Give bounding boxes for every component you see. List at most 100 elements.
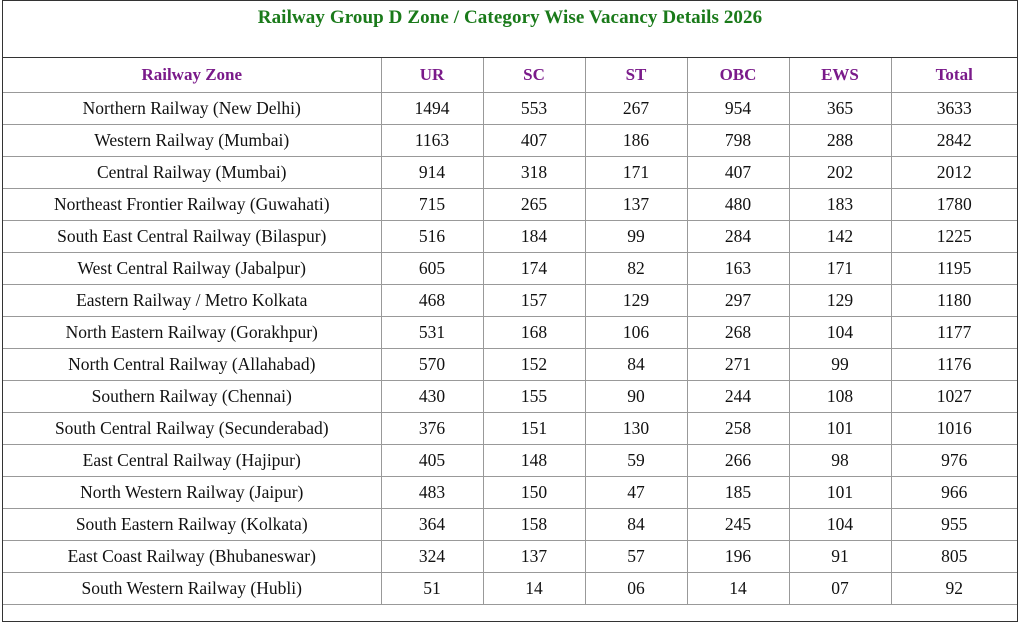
cell-ews: 365 [789,92,892,125]
cell-total: 2012 [891,156,1017,189]
header-obc: OBC [687,58,790,93]
table-row: South Western Railway (Hubli) 51 14 06 14 07 9… [3,572,1017,605]
cell-obc: 954 [687,92,790,125]
table-row: East Coast Railway (Bhubaneswar) 324 137 57… [3,540,1017,573]
cell-ur: 531 [381,316,484,349]
cell-ews: 104 [789,316,892,349]
cell-zone: Eastern Railway / Metro Kolkata [3,284,382,317]
cell-ur: 715 [381,188,484,221]
cell-ews: 98 [789,444,892,477]
cell-st: 47 [585,476,688,509]
cell-st: 106 [585,316,688,349]
cell-sc: 553 [483,92,586,125]
cell-total: 1027 [891,380,1017,413]
cell-sc: 265 [483,188,586,221]
cell-sc: 168 [483,316,586,349]
table-row: East Central Railway (Hajipur) 405 148 59 26… [3,444,1017,477]
cell-sc: 14 [483,572,586,605]
header-st: ST [585,58,688,93]
cell-zone: East Central Railway (Hajipur) [3,444,382,477]
table-row: Eastern Railway / Metro Kolkata 468 157 129… [3,284,1017,317]
table-row: North Central Railway (Allahabad) 570 152 8… [3,348,1017,381]
cell-ur: 324 [381,540,484,573]
cell-sc: 158 [483,508,586,541]
cell-total: 92 [891,572,1017,605]
table-row: West Central Railway (Jabalpur) 605 174 82 1… [3,252,1017,285]
cell-obc: 480 [687,188,790,221]
cell-obc: 297 [687,284,790,317]
cell-total: 1016 [891,412,1017,445]
cell-zone: South Western Railway (Hubli) [3,572,382,605]
cell-obc: 244 [687,380,790,413]
cell-ur: 364 [381,508,484,541]
cell-ews: 142 [789,220,892,253]
cell-ews: 108 [789,380,892,413]
cell-total: 1780 [891,188,1017,221]
cell-obc: 407 [687,156,790,189]
cell-ur: 483 [381,476,484,509]
cell-obc: 245 [687,508,790,541]
header-railway-zone: Railway Zone [3,58,382,93]
cell-zone: Central Railway (Mumbai) [3,156,382,189]
cell-ur: 570 [381,348,484,381]
cell-zone: North Western Railway (Jaipur) [3,476,382,509]
cell-st: 171 [585,156,688,189]
cell-ews: 104 [789,508,892,541]
cell-ur: 376 [381,412,484,445]
cell-total: 1225 [891,220,1017,253]
cell-sc: 184 [483,220,586,253]
cell-ur: 914 [381,156,484,189]
cell-total: 1180 [891,284,1017,317]
vacancy-table: Railway Zone UR SC ST OBC EWS Total Nort… [3,58,1017,605]
cell-obc: 14 [687,572,790,605]
cell-obc: 266 [687,444,790,477]
cell-obc: 196 [687,540,790,573]
table-row: Southern Railway (Chennai) 430 155 90 244 108… [3,380,1017,413]
cell-sc: 174 [483,252,586,285]
cell-zone: West Central Railway (Jabalpur) [3,252,382,285]
title-row: Railway Group D Zone / Category Wise Vac… [3,1,1017,58]
cell-sc: 155 [483,380,586,413]
table-row: Central Railway (Mumbai) 914 318 171 407 202 2… [3,156,1017,189]
cell-obc: 798 [687,124,790,157]
cell-obc: 271 [687,348,790,381]
cell-ews: 202 [789,156,892,189]
cell-ur: 1494 [381,92,484,125]
cell-total: 1177 [891,316,1017,349]
cell-zone: South East Central Railway (Bilaspur) [3,220,382,253]
cell-ews: 91 [789,540,892,573]
cell-sc: 318 [483,156,586,189]
cell-zone: South Central Railway (Secunderabad) [3,412,382,445]
table-row: North Eastern Railway (Gorakhpur) 531 168 1… [3,316,1017,349]
cell-st: 267 [585,92,688,125]
cell-ur: 405 [381,444,484,477]
cell-sc: 151 [483,412,586,445]
cell-sc: 148 [483,444,586,477]
cell-st: 129 [585,284,688,317]
cell-st: 90 [585,380,688,413]
cell-st: 130 [585,412,688,445]
cell-st: 59 [585,444,688,477]
cell-ews: 101 [789,476,892,509]
cell-total: 976 [891,444,1017,477]
header-ur: UR [381,58,484,93]
cell-zone: North Central Railway (Allahabad) [3,348,382,381]
cell-zone: Northeast Frontier Railway (Guwahati) [3,188,382,221]
table-row: South East Central Railway (Bilaspur) 516… [3,220,1017,253]
cell-obc: 284 [687,220,790,253]
cell-obc: 268 [687,316,790,349]
cell-total: 966 [891,476,1017,509]
cell-st: 57 [585,540,688,573]
cell-ews: 99 [789,348,892,381]
cell-total: 2842 [891,124,1017,157]
table-title: Railway Group D Zone / Category Wise Vac… [257,7,763,28]
cell-ur: 1163 [381,124,484,157]
cell-sc: 150 [483,476,586,509]
cell-total: 1195 [891,252,1017,285]
cell-obc: 163 [687,252,790,285]
cell-ews: 171 [789,252,892,285]
cell-total: 1176 [891,348,1017,381]
cell-zone: Southern Railway (Chennai) [3,380,382,413]
cell-sc: 407 [483,124,586,157]
